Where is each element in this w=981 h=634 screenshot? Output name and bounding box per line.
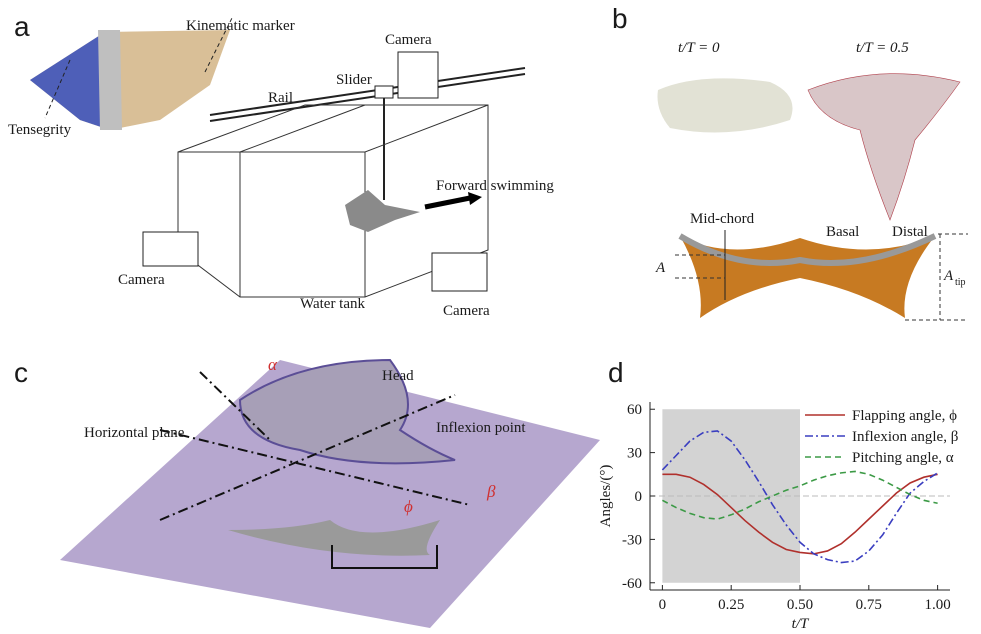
arrow: [425, 198, 470, 207]
annotation: Tensegrity: [8, 122, 72, 138]
annotation: Water tank: [300, 296, 366, 312]
panel-a: a Kinematic marker Tensegrity Rail Camer…: [8, 11, 554, 319]
panel-label: d: [608, 357, 624, 388]
figure-svg: a Kinematic marker Tensegrity Rail Camer…: [0, 0, 981, 634]
panel-c: c α Head Horizontal plane Inflexion poin…: [14, 355, 600, 628]
panel-label: b: [612, 3, 628, 34]
y-tick-label: -60: [622, 576, 642, 592]
x-tick-label: 0.50: [787, 597, 813, 613]
panel-label: c: [14, 357, 28, 388]
y-tick-label: 60: [627, 402, 642, 418]
annotation: Slider: [336, 72, 372, 88]
camera-icon: [143, 232, 198, 266]
annotation: t/T = 0.5: [856, 40, 909, 56]
annotation: Horizontal plane: [84, 425, 185, 441]
robot-view: [658, 78, 793, 132]
camera-icon: [432, 253, 487, 291]
annotation: Kinematic marker: [186, 18, 295, 34]
annotation: ϕ: [404, 497, 413, 516]
annotation: β: [486, 482, 496, 501]
y-tick-label: -30: [622, 532, 642, 548]
x-tick-label: 0.75: [856, 597, 882, 613]
slider: [375, 86, 393, 98]
y-tick-label: 0: [635, 489, 643, 505]
annotation: α: [268, 355, 278, 374]
annotation: Basal: [826, 224, 859, 240]
panel-label: a: [14, 11, 30, 42]
robot-fin: [30, 32, 110, 130]
y-tick-label: 30: [627, 446, 642, 462]
camera-icon: [398, 52, 438, 98]
annotation: Head: [382, 368, 414, 384]
y-axis-label: Angles/(°): [598, 465, 614, 528]
annotation: Camera: [385, 32, 432, 48]
legend-label: Inflexion angle, β: [852, 429, 958, 445]
panel-b: b t/T = 0 t/T = 0.5 Mid-chord Basal Dist…: [612, 3, 968, 320]
x-tick-label: 1.00: [924, 597, 950, 613]
annotation: Distal: [892, 224, 928, 240]
figure: a Kinematic marker Tensegrity Rail Camer…: [0, 0, 981, 634]
legend-label: Pitching angle, α: [852, 450, 954, 466]
annotation: Camera: [443, 303, 490, 319]
annotation: Rail: [268, 90, 293, 106]
deformation-model: [680, 236, 935, 318]
annotation: Forward swimming: [436, 178, 554, 194]
x-tick-label: 0: [659, 597, 667, 613]
legend-label: Flapping angle, ϕ: [852, 408, 957, 424]
robot-body: [98, 30, 122, 130]
annotation: t/T = 0: [678, 40, 720, 56]
x-tick-label: 0.25: [718, 597, 744, 613]
annotation: Mid-chord: [690, 211, 755, 227]
panel-d: d 60 30 0 -30 -60 0 0.25 0.50 0.75 1.00 t/T Angles/…: [598, 357, 958, 632]
annotation: A: [655, 260, 666, 276]
robot-in-tank: [345, 190, 420, 232]
annotation: A: [943, 268, 954, 284]
model-view: [808, 74, 960, 220]
annotation: Inflexion point: [436, 420, 526, 436]
x-axis-label: t/T: [792, 616, 810, 632]
annotation: Camera: [118, 272, 165, 288]
annotation: tip: [955, 277, 966, 288]
